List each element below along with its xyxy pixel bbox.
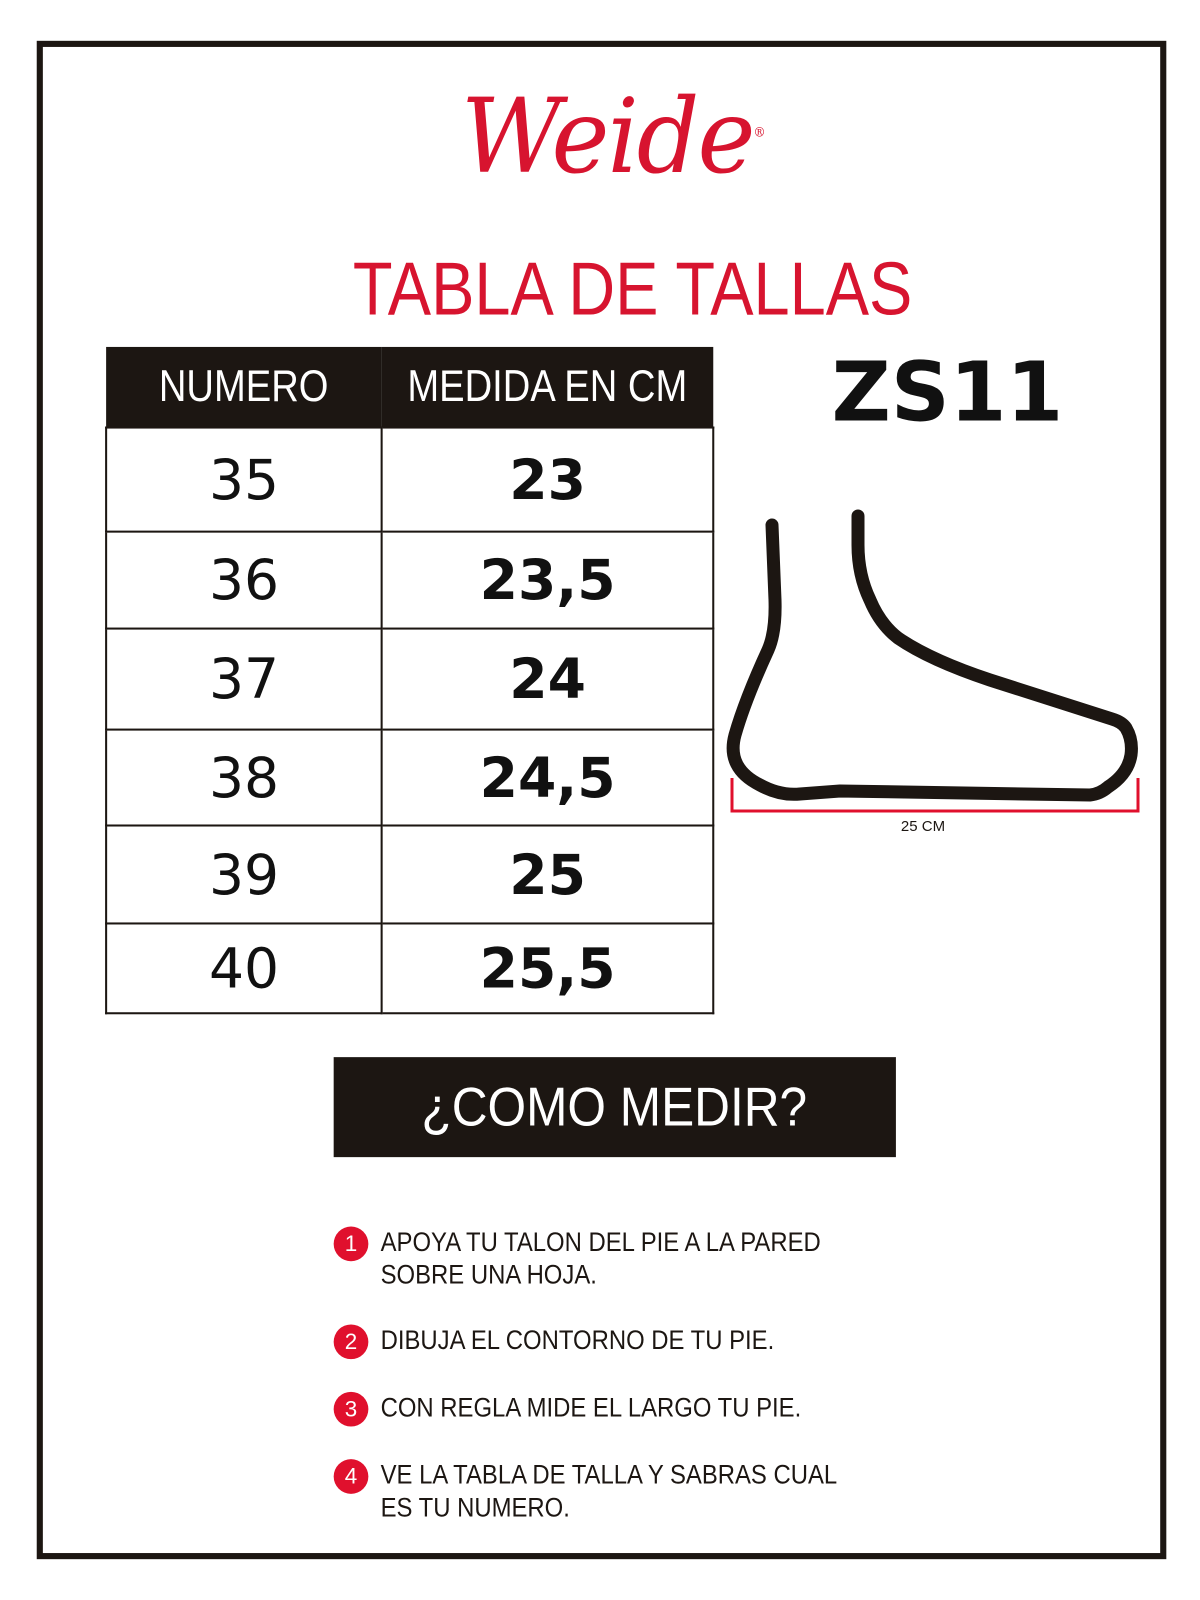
cell-medida: 23,5: [380, 530, 715, 630]
table-row: 37 24: [105, 627, 715, 731]
step-text: DIBUJA EL CONTORNO DE TU PIE.: [380, 1324, 775, 1356]
step-4: 4 VE LA TABLA DE TALLA Y SABRAS CUAL ES T…: [333, 1459, 888, 1523]
cell-medida: 24,5: [380, 728, 715, 827]
step-number-badge: 2: [333, 1324, 369, 1360]
step-text: CON REGLA MIDE EL LARGO TU PIE.: [380, 1391, 802, 1423]
registered-mark: ®: [753, 124, 765, 140]
how-to-measure-banner: ¿COMO MEDIR?: [333, 1057, 896, 1158]
table-row: 36 23,5: [105, 530, 715, 630]
page-title: TABLA DE TALLAS: [352, 245, 913, 331]
step-number-badge: 1: [333, 1226, 369, 1262]
cell-numero: 39: [105, 824, 383, 925]
brand-logo: Weide®: [388, 77, 837, 197]
step-text: ES TU NUMERO.: [380, 1491, 570, 1523]
measure-bracket: [730, 778, 1140, 813]
table-header: NUMERO MEDIDA EN CM: [106, 346, 714, 428]
size-table: NUMERO MEDIDA EN CM 35 23 36 23,5 37 24 38 2…: [105, 346, 715, 1015]
step-1: 1 APOYA TU TALON DEL PIE A LA PARED SOBRE…: [333, 1226, 870, 1291]
cell-medida: 25: [380, 824, 715, 925]
step-text: APOYA TU TALON DEL PIE A LA PARED: [380, 1226, 821, 1258]
step-text: SOBRE UNA HOJA.: [380, 1259, 597, 1290]
cell-numero: 35: [105, 426, 383, 533]
cell-numero: 37: [105, 627, 383, 731]
table-row: 39 25: [105, 824, 715, 925]
step-2: 2 DIBUJA EL CONTORNO DE TU PIE.: [333, 1324, 818, 1360]
cell-numero: 36: [105, 530, 383, 630]
cell-numero: 40: [105, 922, 383, 1015]
measure-label: 25 CM: [901, 818, 945, 835]
foot-outline-icon: [726, 509, 1138, 802]
header-numero: NUMERO: [106, 346, 382, 428]
step-number-badge: 4: [333, 1459, 369, 1494]
table-row: 40 25,5: [105, 922, 715, 1015]
table-row: 35 23: [105, 426, 715, 533]
brand-name: Weide: [460, 76, 756, 197]
step-number-badge: 3: [333, 1391, 369, 1427]
step-3: 3 CON REGLA MIDE EL LARGO TU PIE.: [333, 1391, 848, 1427]
cell-medida: 24: [380, 627, 715, 731]
step-text: VE LA TABLA DE TALLA Y SABRAS CUAL: [380, 1459, 838, 1490]
table-row: 38 24,5: [105, 728, 715, 827]
cell-medida: 25,5: [380, 922, 715, 1015]
page-frame: [36, 40, 1167, 1560]
cell-medida: 23: [380, 426, 715, 533]
header-medida: MEDIDA EN CM: [381, 346, 714, 428]
cell-numero: 38: [105, 728, 383, 827]
model-code: ZS11: [831, 344, 1064, 440]
